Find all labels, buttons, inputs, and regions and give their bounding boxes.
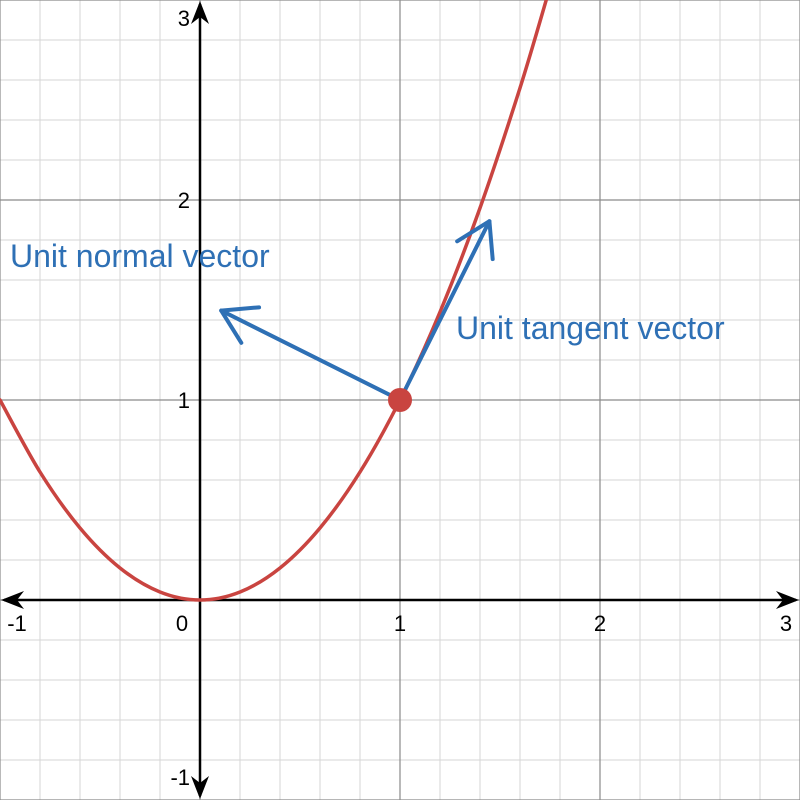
unit-tangent-vector-head	[455, 219, 495, 262]
unit-normal-vector-shaft	[219, 308, 402, 402]
x-tick-label: 2	[594, 611, 606, 636]
x-tick-label: -1	[7, 611, 27, 636]
y-tick-label: 3	[178, 6, 190, 31]
y-tick-label: -1	[170, 765, 190, 790]
tick-labels: -1 0 1 2 3 -1 1 2 3	[7, 6, 792, 790]
y-tick-label: 2	[178, 188, 190, 213]
y-axis-arrow-up	[191, 1, 209, 24]
annotations: Unit normal vector Unit tangent vector	[10, 238, 725, 346]
vector-layer	[219, 219, 495, 412]
curve-layer	[0, 0, 549, 602]
parabola-curve	[0, 0, 549, 602]
x-tick-label: 3	[780, 611, 792, 636]
x-axis-arrow-right	[776, 591, 799, 609]
x-tick-label: 1	[394, 611, 406, 636]
unit-normal-vector	[219, 305, 402, 402]
point-marker	[388, 388, 412, 412]
x-tick-label: 0	[176, 611, 188, 636]
unit-normal-vector-head	[219, 305, 262, 345]
normal-vector-label: Unit normal vector	[10, 238, 270, 274]
y-axis-arrow-down	[191, 776, 209, 799]
tangent-vector-label: Unit tangent vector	[456, 310, 725, 346]
unit-tangent-vector	[398, 219, 495, 402]
x-axis-arrow-left	[1, 591, 24, 609]
unit-tangent-vector-shaft	[398, 219, 492, 402]
y-tick-label: 1	[178, 388, 190, 413]
